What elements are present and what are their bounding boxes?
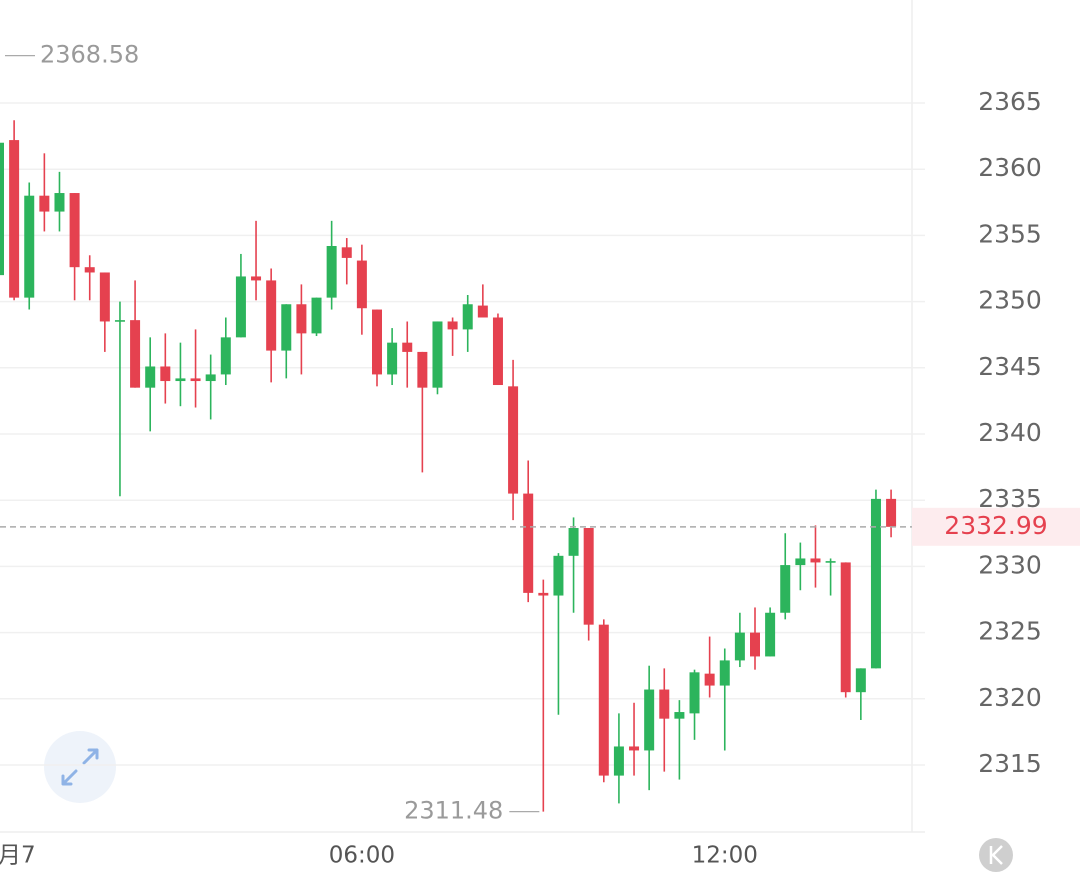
candle-body xyxy=(311,297,322,334)
candle-body xyxy=(659,689,670,719)
candle-body xyxy=(750,632,760,657)
x-tick-label: 12:00 xyxy=(692,843,758,869)
candle-body xyxy=(175,378,186,382)
candle-body xyxy=(568,528,579,556)
candle-body xyxy=(145,366,156,388)
candle-body xyxy=(886,498,897,527)
candle-body xyxy=(553,555,564,596)
candle-body xyxy=(296,304,307,334)
candle-body xyxy=(114,320,125,322)
y-tick-label: 2365 xyxy=(978,87,1042,116)
candle-body xyxy=(538,592,549,596)
candle-body xyxy=(251,276,262,281)
k-button-bg xyxy=(979,838,1013,872)
candle-body xyxy=(402,342,413,352)
candle-body xyxy=(190,378,201,382)
candle-body xyxy=(205,374,216,382)
candle-body xyxy=(704,673,715,686)
last-price-box xyxy=(912,507,1080,546)
candle-body xyxy=(432,321,443,388)
candle-body xyxy=(69,193,80,268)
candle-body xyxy=(477,305,488,318)
candle-body xyxy=(598,624,609,776)
y-tick-label: 2315 xyxy=(978,749,1042,778)
candle-body xyxy=(99,272,110,322)
candle-body xyxy=(341,247,352,258)
candle-body xyxy=(39,195,50,212)
candle-body xyxy=(765,612,776,657)
candle-body xyxy=(719,660,730,686)
candle-body xyxy=(855,668,866,693)
candle-body xyxy=(9,140,20,298)
candle-body xyxy=(644,689,655,751)
candle-body xyxy=(160,366,171,382)
candle-body xyxy=(387,342,398,375)
candle-body xyxy=(810,558,821,563)
candle-body xyxy=(447,321,458,330)
y-tick-label: 2340 xyxy=(978,418,1042,447)
candle-body xyxy=(356,260,367,309)
candle-body xyxy=(870,498,881,669)
expand-icon xyxy=(61,748,99,786)
candle-body xyxy=(674,712,685,719)
candle-body xyxy=(462,304,473,330)
candle-body xyxy=(689,672,700,714)
candle-body xyxy=(326,245,337,298)
candle-body xyxy=(840,562,851,693)
candle-body xyxy=(795,558,806,566)
candle-body xyxy=(220,337,231,375)
y-tick-label: 2360 xyxy=(978,153,1042,182)
candle-body xyxy=(235,276,246,338)
candle-body xyxy=(613,746,624,776)
candle-body xyxy=(84,267,95,273)
expand-button-bg xyxy=(44,731,116,803)
candle-body xyxy=(130,320,141,388)
y-tick-label: 2320 xyxy=(978,683,1042,712)
expand-button[interactable] xyxy=(44,731,116,803)
y-tick-label: 2345 xyxy=(978,352,1042,381)
candle-body xyxy=(0,142,4,276)
low-label: 2311.48 xyxy=(404,797,503,825)
candle-body xyxy=(825,561,836,563)
candle-body xyxy=(281,304,292,351)
candle-body xyxy=(583,528,594,625)
candle-body xyxy=(492,317,503,386)
high-label: 2368.58 xyxy=(40,41,139,69)
candle-body xyxy=(54,193,65,212)
candle-body xyxy=(24,195,35,298)
y-tick-label: 2330 xyxy=(978,550,1042,579)
x-tick-label: 06:00 xyxy=(329,843,395,869)
y-tick-label: 2350 xyxy=(978,286,1042,315)
candle-body xyxy=(629,746,640,751)
candle-body xyxy=(417,351,428,388)
candle-body xyxy=(780,565,791,613)
candle-body xyxy=(372,309,382,375)
candle-body xyxy=(734,632,745,661)
candle-body xyxy=(523,493,534,593)
candle-body xyxy=(266,280,277,351)
k-icon xyxy=(989,845,1003,865)
y-tick-label: 2355 xyxy=(978,219,1042,248)
candle-body xyxy=(508,386,519,494)
last-price-label: 2332.99 xyxy=(944,511,1047,540)
y-tick-label: 2325 xyxy=(978,617,1042,646)
x-tick-label: 月7 xyxy=(0,843,36,869)
k-button[interactable] xyxy=(979,838,1013,872)
